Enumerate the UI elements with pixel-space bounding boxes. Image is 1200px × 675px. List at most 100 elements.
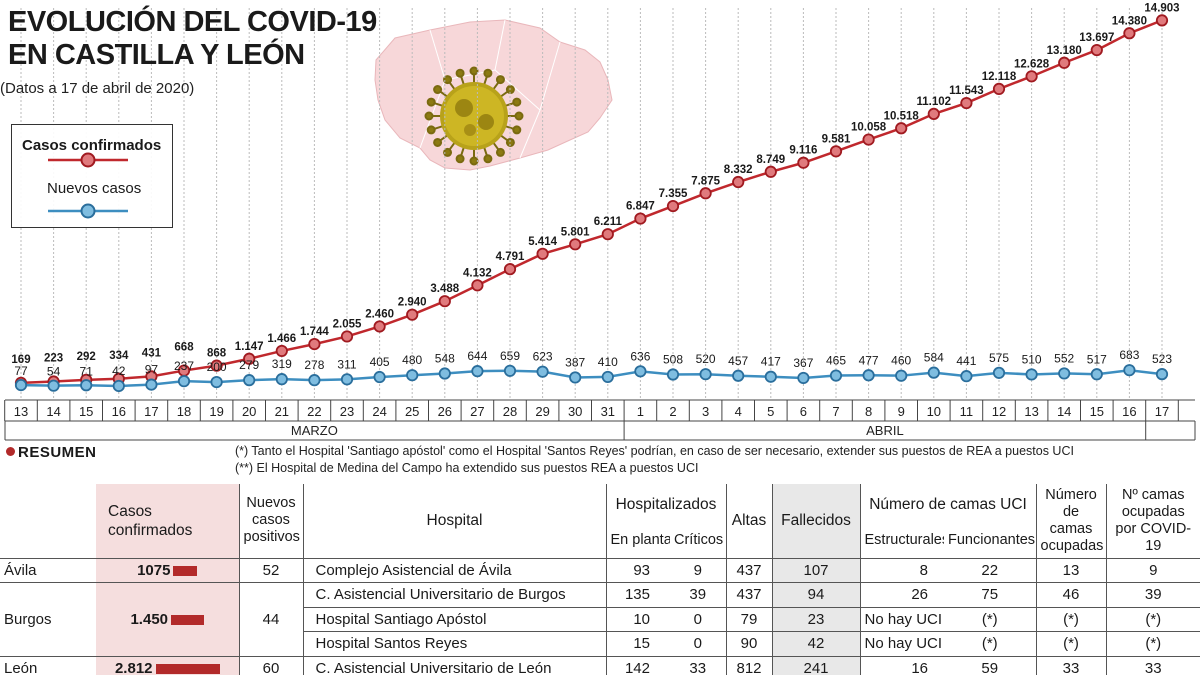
x-tick-label: 22 (307, 404, 321, 419)
province-name: León (0, 655, 96, 675)
note-1: (*) Tanto el Hospital 'Santiago apóstol'… (235, 444, 1074, 458)
data-label-new: 278 (304, 358, 324, 372)
legend-swatches (48, 152, 128, 219)
x-tick-label: 10 (927, 404, 941, 419)
title-line-1: EVOLUCIÓN DEL COVID-19 (8, 6, 377, 38)
data-label-new: 644 (467, 349, 487, 363)
data-label-new: 477 (859, 353, 879, 367)
data-label-new: 77 (14, 364, 28, 378)
header-criticos: Críticos (670, 524, 726, 559)
point-new (406, 369, 419, 382)
point-new (797, 371, 810, 385)
hospital-name: Hospital Santiago Apóstol (302, 606, 606, 632)
data-label-confirmed: 1.147 (235, 341, 264, 353)
header-en-planta: En planta (605, 524, 670, 559)
point-confirmed (764, 165, 777, 178)
point-new (927, 366, 940, 379)
header-nuevos: Nuevos casos positivos (238, 484, 303, 559)
point-new (895, 369, 908, 382)
criticos: 39 (670, 582, 726, 607)
point-confirmed (666, 199, 680, 213)
page-title: EVOLUCIÓN DEL COVID-19 EN CASTILLA Y LEÓ… (8, 6, 377, 72)
point-new (699, 368, 712, 381)
point-confirmed (406, 308, 419, 321)
casos-bar (171, 614, 205, 625)
estructurales: 16 (859, 655, 944, 675)
header-hospital: Hospital (302, 484, 606, 559)
casos-value: 1075 (137, 561, 171, 579)
criticos: 0 (670, 606, 726, 632)
data-label-new: 200 (207, 360, 227, 374)
x-tick-label: 16 (112, 404, 126, 419)
fallecidos: 23 (771, 606, 860, 632)
point-new (992, 366, 1006, 379)
point-confirmed (927, 107, 940, 120)
data-label-confirmed: 169 (11, 354, 30, 366)
legend-new-label: Nuevos casos (47, 180, 142, 197)
bullet-icon (6, 447, 15, 456)
province-name: Ávila (0, 557, 96, 583)
province-name: Burgos (0, 582, 96, 656)
x-tick-label: 3 (702, 404, 709, 419)
data-label-confirmed: 12.628 (1014, 58, 1050, 70)
x-tick-label: 14 (46, 404, 60, 419)
funcionantes: (*) (944, 606, 1037, 632)
table-row: Hospital Santiago Apóstol 10 0 79 23 No hay U… (0, 606, 1200, 632)
ocupadas: (*) (1035, 606, 1107, 632)
en-planta: 15 (605, 631, 670, 656)
subtitle: (Datos a 17 de abril de 2020) (0, 80, 195, 97)
x-tick-label: 1 (637, 404, 644, 419)
x-tick-label: 31 (601, 404, 615, 419)
header-covid: Nº camas ocupadas por COVID-19 (1105, 484, 1200, 559)
altas: 79 (725, 606, 772, 632)
x-tick-label: 23 (340, 404, 354, 419)
data-label-new: 465 (826, 354, 846, 368)
data-label-confirmed: 3.488 (430, 283, 459, 295)
point-confirmed (569, 238, 582, 251)
altas: 90 (725, 631, 772, 656)
criticos: 9 (670, 557, 726, 583)
data-label-confirmed: 12.118 (982, 71, 1017, 83)
point-new (829, 369, 843, 382)
data-label-confirmed: 223 (44, 353, 63, 365)
x-tick-label: 4 (735, 404, 742, 419)
data-label-confirmed: 4.132 (463, 267, 492, 279)
header-altas: Altas (725, 484, 772, 559)
header-ocupadas: Número de camas ocupadas (1035, 484, 1107, 559)
point-new (471, 365, 484, 378)
data-label-confirmed: 4.791 (496, 251, 525, 263)
point-new (569, 371, 582, 384)
legend-new-marker (80, 203, 96, 219)
data-label-new: 410 (598, 355, 618, 369)
x-tick-label: 29 (535, 404, 549, 419)
casos-bar (155, 663, 220, 674)
data-label-confirmed: 868 (207, 348, 227, 360)
point-new (536, 365, 549, 378)
en-planta: 93 (605, 557, 670, 583)
point-confirmed (895, 122, 908, 135)
table-row: Ávila 1075 52 Complejo Asistencial de Ávila… (0, 557, 1200, 583)
data-label-confirmed: 334 (109, 350, 129, 362)
province-nuevos: 60 (238, 655, 303, 675)
x-tick-label: 28 (503, 404, 517, 419)
data-label-confirmed: 10.058 (851, 122, 887, 134)
data-label-new: 54 (47, 365, 61, 379)
x-tick-label: 16 (1122, 404, 1136, 419)
legend-confirmed-marker (80, 152, 96, 168)
data-label-confirmed: 13.697 (1079, 32, 1114, 44)
data-label-confirmed: 14.903 (1144, 2, 1179, 14)
data-label-confirmed: 6.847 (626, 201, 655, 213)
data-label-new: 311 (337, 357, 356, 371)
data-label-confirmed: 7.355 (659, 188, 688, 200)
estructurales: No hay UCI (859, 606, 944, 632)
x-tick-label: 12 (992, 404, 1006, 419)
data-label-new: 480 (402, 353, 422, 367)
header-casos: Casos confirmados (96, 484, 239, 559)
point-new (1090, 368, 1103, 381)
estructurales: 26 (859, 582, 944, 607)
point-new (80, 379, 93, 392)
point-confirmed (862, 133, 875, 146)
point-new (1123, 364, 1136, 377)
point-confirmed (1090, 43, 1103, 57)
ocupadas: 13 (1035, 557, 1107, 583)
